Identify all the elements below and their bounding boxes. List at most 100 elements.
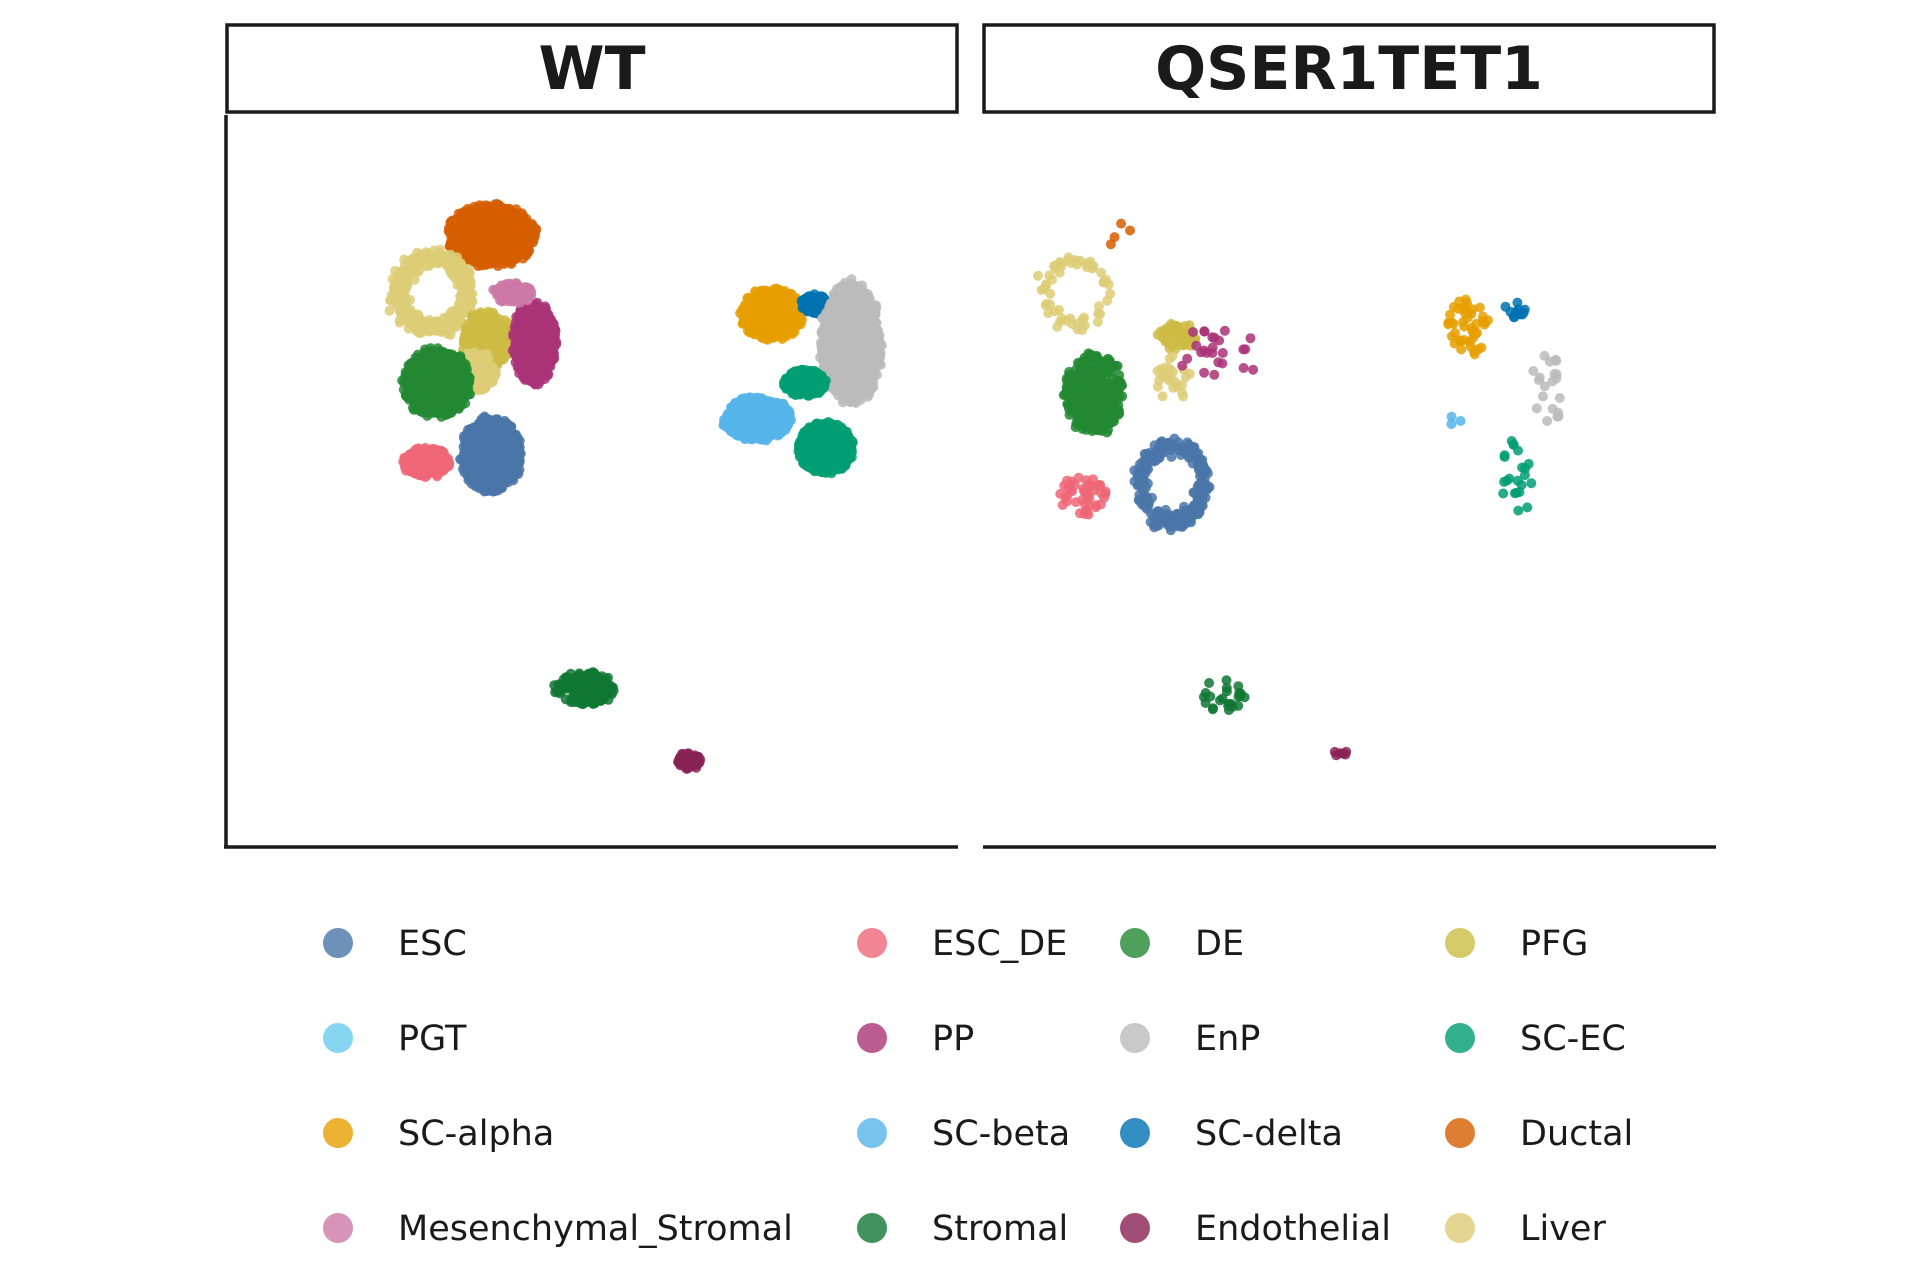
point-wt-ductal (494, 236, 505, 247)
point-wt-esc (491, 443, 502, 454)
point-wt-ductal (478, 239, 489, 250)
point-wt-liver (461, 294, 472, 305)
point-wt-liver (395, 271, 406, 282)
point-wt-esc (473, 463, 484, 474)
point-wt-pp (549, 337, 560, 348)
point-wt-de (417, 406, 428, 417)
facet-title-wt: WT (538, 34, 645, 104)
point-wt-liver (406, 260, 417, 271)
point-wt-ductal (472, 209, 482, 220)
point-wt-sc-alpha (743, 303, 753, 314)
point-wt-sc-alpha (774, 323, 785, 333)
point-wt-liver (441, 323, 452, 334)
point-wt-ductal (508, 247, 519, 258)
point-wt-pp (509, 322, 520, 332)
point-wt-esc-de (429, 459, 440, 470)
point-wt-liver (439, 257, 450, 268)
point-wt-de (463, 389, 474, 400)
point-wt-esc-de (406, 448, 417, 459)
point-wt-esc-de (404, 462, 415, 473)
point-wt-pp (513, 336, 524, 347)
point-wt-esc (511, 443, 522, 454)
point-wt-sc-alpha (757, 315, 768, 326)
point-wt-esc (458, 464, 468, 474)
point-wt-ductal (490, 199, 501, 210)
point-wt-pp (523, 339, 534, 350)
point-wt-pp (542, 310, 553, 321)
point-wt-liver (455, 310, 465, 321)
point-wt-ductal (444, 227, 455, 238)
point-wt-esc (469, 427, 479, 438)
point-wt-pp (546, 356, 557, 367)
point-wt-pfg (492, 324, 503, 335)
point-wt-ductal (456, 245, 467, 255)
point-wt-ductal (444, 241, 455, 252)
point-wt-pp (529, 315, 540, 326)
point-wt-sc-alpha (773, 306, 784, 317)
point-wt-liver (398, 299, 409, 310)
point-wt-sc-alpha (771, 285, 782, 296)
point-wt-pp (518, 311, 529, 322)
point-wt-de (442, 359, 453, 370)
facet-wt: WT (224, 23, 959, 849)
point-wt-ductal (469, 254, 480, 265)
point-wt-sc-alpha (762, 326, 773, 337)
point-wt-pfg (469, 316, 480, 326)
point-wt-ductal (525, 238, 535, 249)
point-wt-ductal (521, 222, 532, 233)
point-wt-esc (474, 477, 485, 488)
point-wt-de (412, 349, 423, 360)
facet-strip-wt (225, 23, 959, 114)
point-wt-sc-alpha (787, 292, 798, 303)
point-wt-esc (481, 442, 492, 453)
point-wt-pp (528, 375, 539, 386)
point-wt-pp (545, 326, 556, 337)
point-wt-de (407, 375, 417, 385)
point-wt-esc (512, 463, 523, 474)
point-wt-liver (398, 314, 409, 325)
point-wt-esc (504, 422, 515, 433)
point-wt-ductal (490, 256, 501, 267)
point-wt-liver (487, 376, 498, 387)
point-wt-liver (384, 305, 395, 316)
point-wt-ductal (511, 233, 522, 243)
point-wt-liver (459, 272, 470, 283)
point-wt-sc-alpha (788, 305, 799, 316)
point-wt-sc-alpha (753, 291, 764, 302)
point-wt-sc-alpha (741, 316, 752, 326)
point-wt-de (447, 396, 458, 407)
point-wt-pp (517, 370, 528, 381)
point-wt-ductal (459, 230, 470, 240)
point-wt-esc (491, 452, 501, 463)
point-wt-esc (472, 450, 483, 461)
point-wt-esc (504, 473, 515, 484)
point-wt-liver (477, 350, 488, 361)
point-wt-pfg (479, 317, 490, 328)
point-wt-liver (456, 262, 467, 273)
point-wt-liver (388, 288, 399, 299)
point-wt-esc (493, 426, 504, 436)
point-wt-esc-de (432, 449, 443, 460)
point-wt-liver (413, 319, 424, 330)
point-wt-de (435, 386, 446, 397)
point-wt-pp (536, 326, 547, 337)
point-wt-ductal (509, 213, 520, 224)
point-wt-ductal (468, 235, 479, 246)
point-wt-esc (459, 431, 469, 442)
point-wt-esc (500, 436, 511, 447)
point-wt-ductal (492, 208, 503, 219)
point-wt-liver (418, 254, 429, 265)
point-wt-ductal (449, 220, 460, 231)
point-wt-de (421, 351, 432, 362)
point-wt-liver (412, 309, 423, 320)
point-wt-esc (459, 448, 470, 459)
point-wt-pfg (483, 329, 494, 339)
point-wt-de (442, 370, 452, 380)
point-wt-pp (532, 346, 543, 357)
point-wt-pfg (500, 338, 511, 349)
point-wt-esc (488, 481, 498, 492)
point-wt-liver (427, 251, 438, 262)
point-wt-esc-de (440, 459, 451, 470)
point-wt-de (427, 370, 438, 381)
